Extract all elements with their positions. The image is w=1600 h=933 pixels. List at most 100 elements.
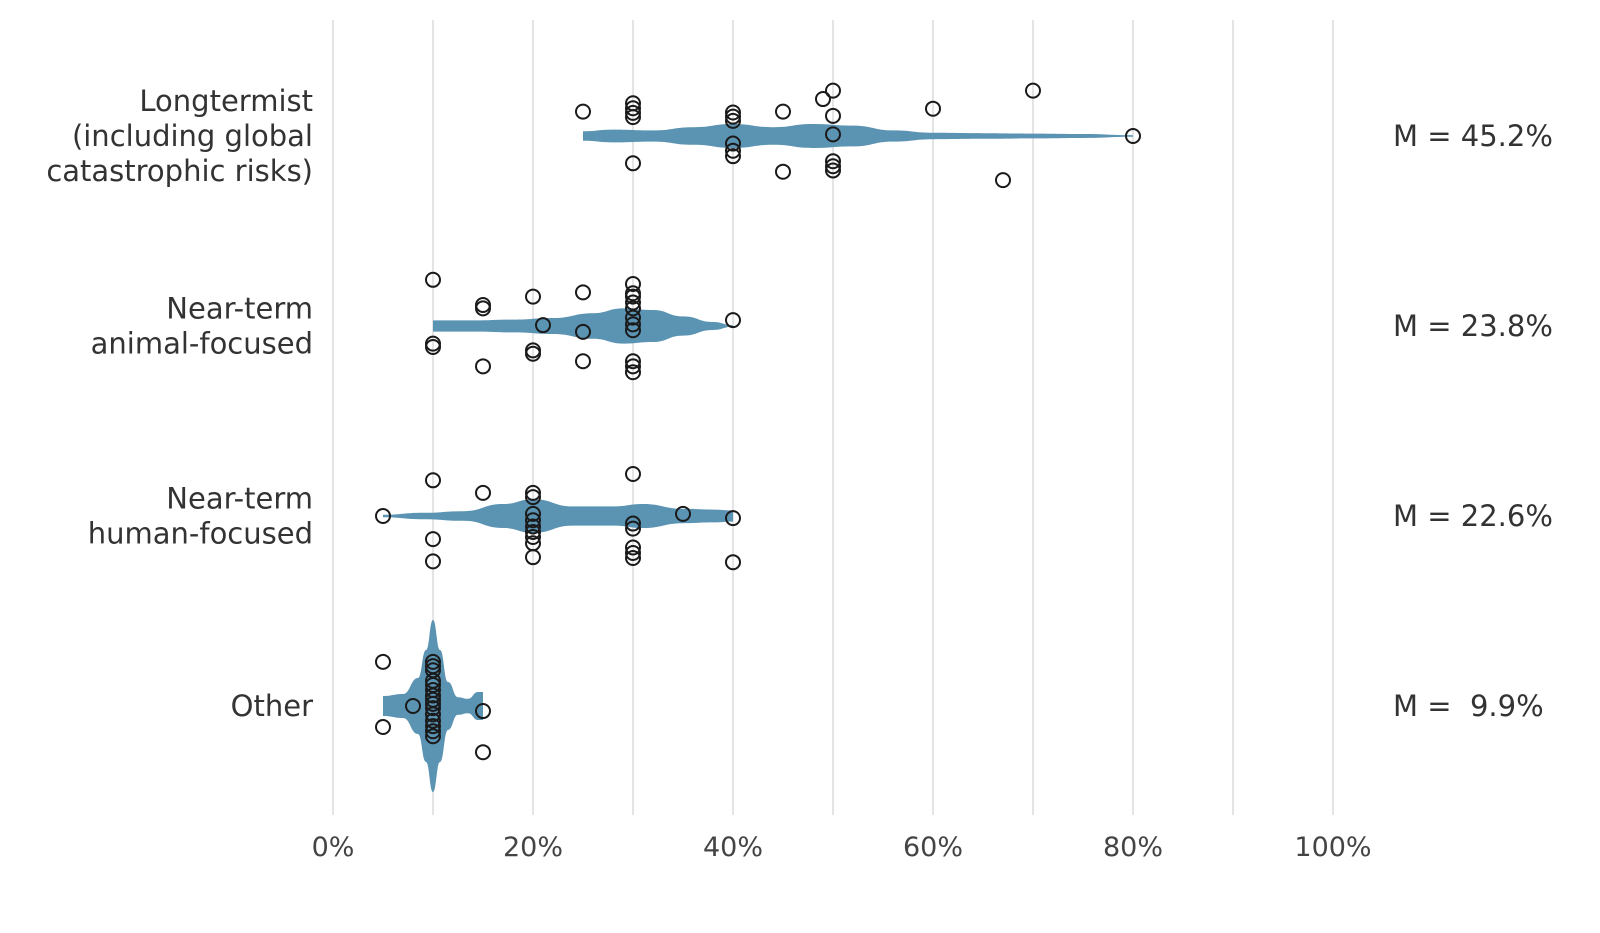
category-label-line: human-focused — [88, 517, 313, 551]
data-point — [825, 162, 841, 179]
data-point — [375, 719, 391, 735]
category-label-line: Other — [231, 689, 313, 723]
data-point — [815, 91, 831, 108]
data-point — [625, 100, 641, 117]
data-point — [375, 653, 391, 670]
data-point — [625, 288, 641, 305]
x-tick-label: 0% — [312, 832, 355, 863]
data-point — [475, 744, 491, 761]
data-point — [525, 523, 541, 540]
violin-shape — [383, 499, 733, 533]
data-point — [425, 531, 441, 548]
data-point — [725, 142, 741, 159]
data-point — [625, 316, 641, 333]
data-point — [995, 172, 1011, 189]
data-point — [625, 515, 641, 532]
data-point — [625, 550, 641, 566]
mean-label: M = 45.2% — [1393, 119, 1553, 153]
violins — [383, 124, 1133, 792]
data-point — [425, 472, 441, 489]
data-point — [425, 695, 441, 712]
data-point — [425, 653, 441, 670]
data-point — [525, 518, 541, 535]
x-tick-label: 80% — [1103, 832, 1163, 863]
data-point — [625, 104, 641, 121]
data-point — [525, 484, 541, 501]
data-point — [625, 466, 641, 482]
data-point — [625, 276, 641, 292]
data-point — [425, 553, 441, 570]
data-point — [725, 135, 741, 152]
data-point — [425, 723, 441, 740]
data-point — [475, 297, 491, 313]
data-point — [425, 339, 441, 355]
data-point — [475, 300, 491, 317]
data-point — [475, 484, 491, 501]
category-label-line: Near-term — [166, 482, 313, 516]
data-point — [825, 107, 841, 124]
data-point — [525, 345, 541, 362]
data-point — [475, 358, 491, 375]
data-point — [1025, 82, 1041, 99]
data-point — [775, 103, 791, 120]
category-labels: Longtermist (including global catastrophic… — [46, 84, 313, 723]
data-point — [725, 104, 741, 121]
category-label-line: animal-focused — [91, 327, 313, 361]
data-point — [525, 288, 541, 305]
data-point — [625, 520, 641, 537]
data-point — [425, 687, 441, 704]
data-point — [625, 322, 641, 339]
data-point — [575, 103, 591, 120]
category-label: Near-term animal-focused — [91, 292, 313, 361]
data-point — [625, 300, 641, 317]
data-point — [625, 155, 641, 172]
data-point — [625, 353, 641, 370]
data-point — [375, 508, 391, 524]
data-point — [825, 158, 841, 175]
data-point — [725, 510, 741, 527]
data-point — [475, 703, 491, 720]
data-point — [925, 100, 941, 117]
data-point — [625, 358, 641, 375]
mean-label: M = 23.8% — [1393, 309, 1553, 343]
data-point — [525, 529, 541, 545]
category-label-line: Near-term — [166, 292, 313, 326]
data-point — [425, 718, 441, 735]
data-point — [405, 698, 421, 714]
violin-shape — [433, 308, 733, 344]
data-point — [525, 549, 541, 566]
data-points — [375, 82, 1141, 761]
data-point — [825, 126, 841, 143]
data-point — [425, 712, 441, 729]
data-point — [425, 706, 441, 723]
data-point — [725, 312, 741, 329]
data-point — [725, 554, 741, 571]
data-point — [625, 544, 641, 561]
data-point — [725, 108, 741, 125]
category-label-line: (including global — [72, 119, 313, 153]
data-point — [525, 512, 541, 529]
category-label: Longtermist (including global catastrophic… — [46, 84, 313, 188]
data-point — [1125, 128, 1141, 144]
data-point — [575, 284, 591, 301]
data-point — [675, 505, 691, 522]
data-point — [775, 163, 791, 180]
x-axis-ticks: 0% 20% 40% 60% 80% 100% — [312, 832, 1372, 863]
category-label-line: Longtermist — [139, 84, 313, 118]
category-label: Near-term human-focused — [88, 482, 313, 551]
data-point — [535, 317, 551, 334]
x-tick-label: 40% — [703, 832, 763, 863]
data-point — [625, 294, 641, 311]
data-point — [625, 109, 641, 126]
vertical-grid — [332, 20, 1334, 815]
data-point — [525, 505, 541, 522]
data-point — [725, 148, 741, 165]
data-point — [525, 489, 541, 506]
mean-label: M = 9.9% — [1393, 689, 1544, 723]
data-point — [625, 309, 641, 326]
data-point — [825, 82, 841, 99]
data-point — [425, 271, 441, 288]
data-point — [575, 353, 591, 370]
data-point — [625, 539, 641, 556]
